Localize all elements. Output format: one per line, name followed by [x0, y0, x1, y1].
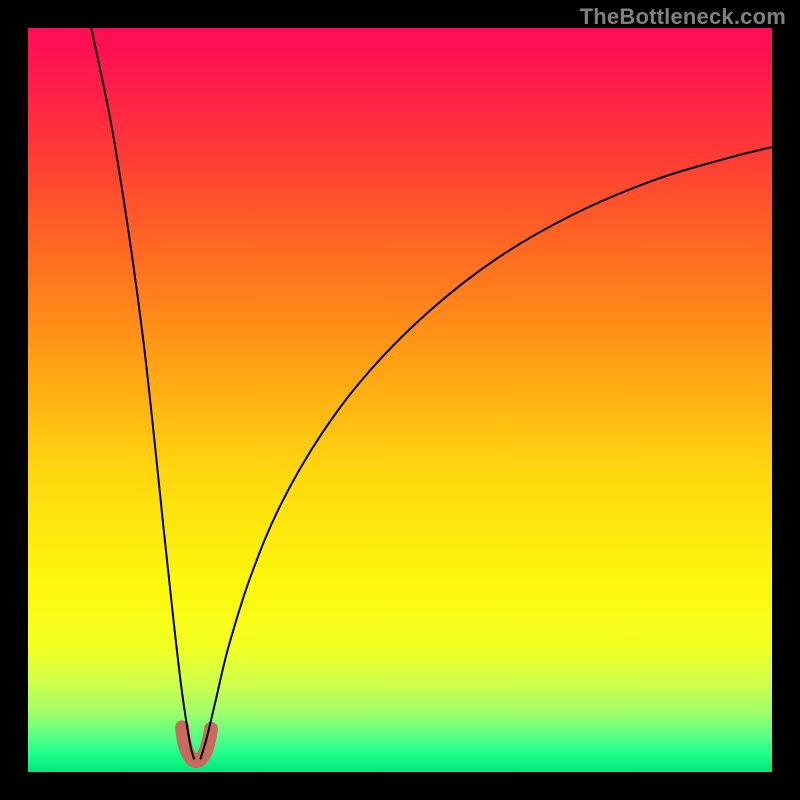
- chart-stage: TheBottleneck.com: [0, 0, 800, 800]
- chart-svg: [0, 0, 800, 800]
- watermark-text: TheBottleneck.com: [580, 4, 786, 30]
- gradient-background: [28, 28, 772, 772]
